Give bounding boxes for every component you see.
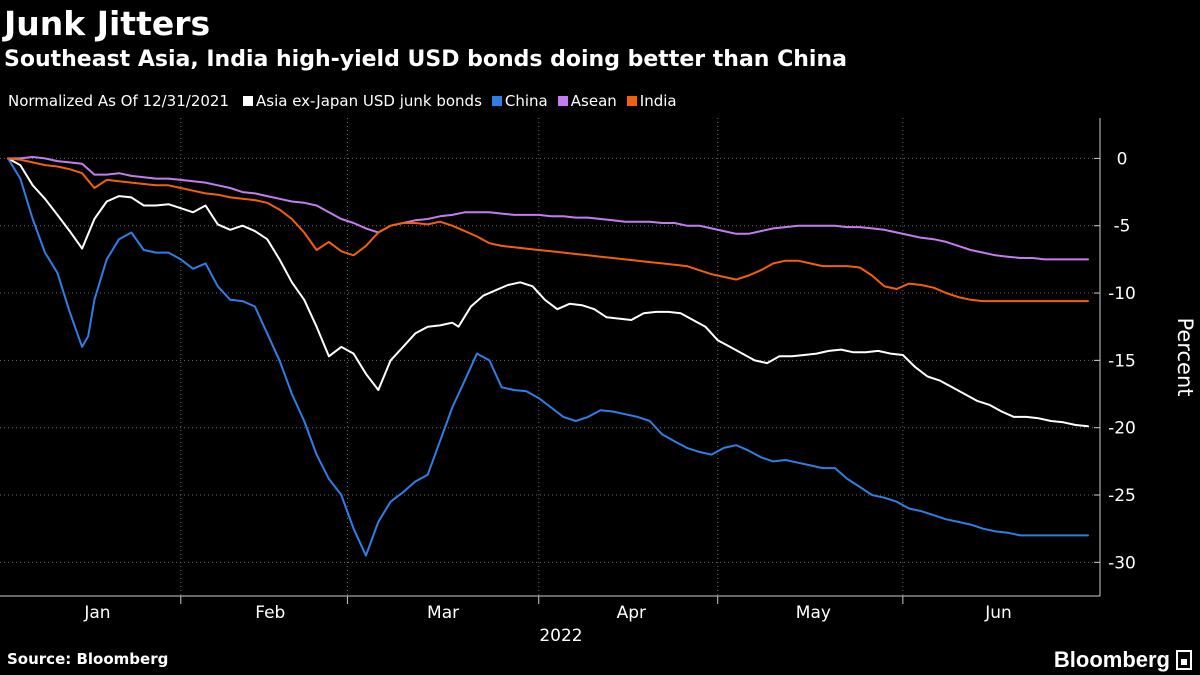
series-lines — [7, 156, 1089, 557]
y-tick-label: -30 — [1108, 553, 1136, 573]
grid — [0, 118, 1097, 596]
brand-name: Bloomberg — [1053, 647, 1170, 672]
y-tick-label: -20 — [1108, 419, 1136, 439]
legend-label-china: China — [504, 92, 548, 110]
y-tick-label: -25 — [1108, 486, 1136, 506]
axes — [0, 118, 1101, 604]
series-line-india — [7, 157, 1089, 303]
legend-entry-asean: Asean — [557, 92, 617, 110]
y-tick-label: -5 — [1114, 217, 1131, 237]
x-tick-label: Mar — [427, 603, 459, 623]
chart-title: Junk Jitters — [4, 4, 211, 43]
x-tick-label: Feb — [255, 603, 285, 623]
legend-entry-asia: Asia ex-Japan USD junk bonds — [243, 92, 482, 110]
legend-entry-india: India — [626, 92, 677, 110]
legend-swatch-asean — [557, 96, 568, 106]
legend-label-asean: Asean — [570, 92, 617, 110]
legend-swatch-asia — [243, 96, 253, 106]
legend-label-asia: Asia ex-Japan USD junk bonds — [256, 92, 482, 110]
brand-logo: Bloomberg — [1054, 647, 1192, 673]
axis-labels: 0 -5 -10 -15 -20 -25 -30 Jan Feb Mar Apr May Jun 2022… — [83, 149, 1197, 646]
series-line-asia-ex-japan-usd-junk-bonds — [7, 157, 1089, 428]
terminal-icon — [1176, 650, 1192, 670]
legend: Normalized As Of 12/31/2021 Asia ex-Japa… — [8, 90, 687, 112]
y-tick-label: -15 — [1108, 351, 1136, 371]
legend-swatch-china — [491, 96, 502, 106]
y-tick-label: 0 — [1117, 149, 1128, 169]
y-axis-title: Percent — [1173, 317, 1197, 396]
legend-note: Normalized As Of 12/31/2021 — [8, 92, 229, 110]
source-note: Source: Bloomberg — [7, 650, 169, 668]
chart-subtitle: Southeast Asia, India high-yield USD bon… — [4, 47, 847, 72]
x-tick-label: Jan — [83, 603, 110, 623]
y-tick-label: -10 — [1108, 284, 1136, 304]
legend-entry-china: China — [491, 92, 548, 110]
series-line-asean — [7, 156, 1089, 261]
x-axis-title: 2022 — [539, 626, 582, 646]
series-line-china — [7, 157, 1089, 557]
x-tick-label: May — [796, 603, 831, 623]
legend-label-india: India — [639, 92, 677, 110]
legend-swatch-india — [626, 96, 637, 106]
x-tick-label: Jun — [984, 603, 1012, 623]
x-tick-label: Apr — [617, 603, 646, 623]
